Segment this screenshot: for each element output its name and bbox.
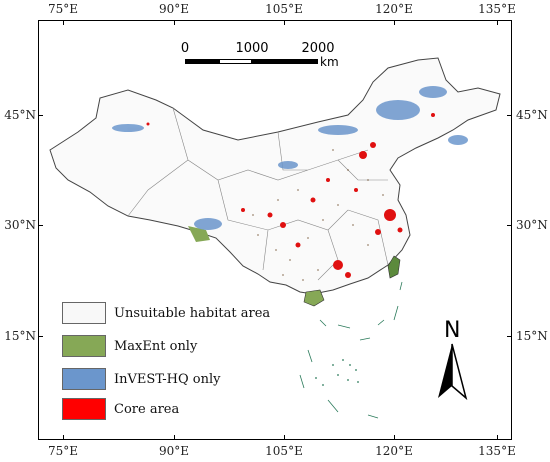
lat-label-right: 45°N (516, 108, 548, 122)
maxent-patch-southwest (188, 226, 210, 242)
legend-item-maxent: MaxEnt only (62, 335, 362, 361)
tick-bottom (174, 435, 175, 440)
scale-segment (185, 59, 219, 64)
scale-label-1000: 1000 (235, 41, 269, 56)
north-arrow: N (432, 318, 482, 400)
scale-segment (219, 59, 252, 64)
lon-label-bottom: 120°E (375, 444, 413, 458)
lat-label-right: 15°N (516, 329, 548, 343)
tick-right (507, 225, 512, 226)
tick-top (63, 20, 64, 25)
lat-label-left: 15°N (4, 329, 36, 343)
invest-hq-areas (112, 86, 468, 230)
north-arrow-icon (438, 343, 468, 400)
tick-top (284, 20, 285, 25)
lon-label-top: 75°E (47, 2, 79, 16)
lat-label-left: 45°N (4, 108, 36, 122)
scale-label-2000: 2000 (301, 41, 335, 56)
legend-swatch (62, 398, 106, 420)
lon-label-top: 90°E (158, 2, 190, 16)
tick-left (38, 336, 43, 337)
lon-label-bottom: 90°E (158, 444, 190, 458)
south-china-sea-islands (299, 281, 403, 419)
core-areas (146, 113, 435, 278)
spratly-dots (315, 359, 359, 386)
lon-label-bottom: 105°E (265, 444, 303, 458)
legend-label: MaxEnt only (114, 339, 198, 354)
scale-unit: km (320, 55, 339, 69)
legend-item-core: Core area (62, 398, 362, 424)
legend-label: InVEST-HQ only (114, 372, 221, 387)
lon-label-top: 120°E (375, 2, 413, 16)
lat-label-right: 30°N (516, 218, 548, 232)
tick-bottom (284, 435, 285, 440)
legend-swatch (62, 368, 106, 390)
scale-bar: 0 1000 2000 km (180, 41, 342, 71)
tick-left (38, 225, 43, 226)
legend-label: Unsuitable habitat area (114, 306, 271, 321)
legend-item-unsuitable: Unsuitable habitat area (62, 302, 362, 328)
legend-label: Core area (114, 402, 180, 417)
tick-top (497, 20, 498, 25)
taiwan-island (387, 255, 401, 279)
tick-top (174, 20, 175, 25)
legend-item-invest-hq: InVEST-HQ only (62, 368, 362, 394)
tick-bottom (394, 435, 395, 440)
tick-top (394, 20, 395, 25)
tick-bottom (497, 435, 498, 440)
lon-label-top: 105°E (265, 2, 303, 16)
tick-left (38, 115, 43, 116)
tick-bottom (63, 435, 64, 440)
lon-label-bottom: 75°E (47, 444, 79, 458)
north-letter: N (444, 318, 461, 343)
lat-label-left: 30°N (4, 218, 36, 232)
scale-label-0: 0 (180, 41, 190, 56)
tick-right (507, 336, 512, 337)
map-canvas (49, 57, 501, 419)
habitat-speckles (252, 149, 384, 281)
lon-label-top: 135°E (478, 2, 516, 16)
tick-right (507, 115, 512, 116)
scale-segment (252, 59, 318, 64)
lon-label-bottom: 135°E (478, 444, 516, 458)
hainan-island (303, 289, 325, 307)
legend-swatch (62, 302, 106, 324)
legend-swatch (62, 335, 106, 357)
